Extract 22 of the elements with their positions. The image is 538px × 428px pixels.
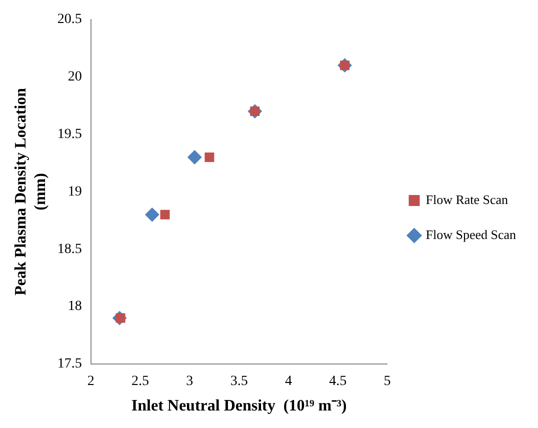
- y-axis-title: Peak Plasma Density Location (mm): [12, 88, 49, 296]
- y-tick-label: 20: [68, 70, 82, 85]
- x-tick-label: 5: [384, 374, 391, 390]
- y-tick-label: 20.5: [57, 12, 82, 28]
- x-tick-label: 4.5: [329, 374, 347, 390]
- x-tick-label: 2.5: [132, 374, 150, 390]
- y-tick-label: 19.5: [57, 126, 82, 142]
- legend-label: Flow Rate Scan: [426, 192, 509, 207]
- x-tick-label: 4: [284, 374, 292, 390]
- y-tick-label: 18: [68, 299, 82, 314]
- x-tick-label: 2: [87, 374, 94, 390]
- point: [145, 208, 160, 222]
- x-tick-label: 3.5: [230, 374, 248, 390]
- x-tick-label: 3: [186, 374, 194, 390]
- y-tick-label: 18.5: [57, 242, 82, 257]
- y-tick-label: 19: [68, 184, 82, 200]
- x-axis-title: Inlet Neutral Density (10¹⁹ m⁻³): [131, 398, 347, 415]
- point: [160, 210, 170, 220]
- point: [204, 152, 214, 162]
- point: [188, 150, 202, 164]
- legend-label: Flow Speed Scan: [426, 226, 516, 242]
- y-tick-label: 17.5: [57, 356, 82, 372]
